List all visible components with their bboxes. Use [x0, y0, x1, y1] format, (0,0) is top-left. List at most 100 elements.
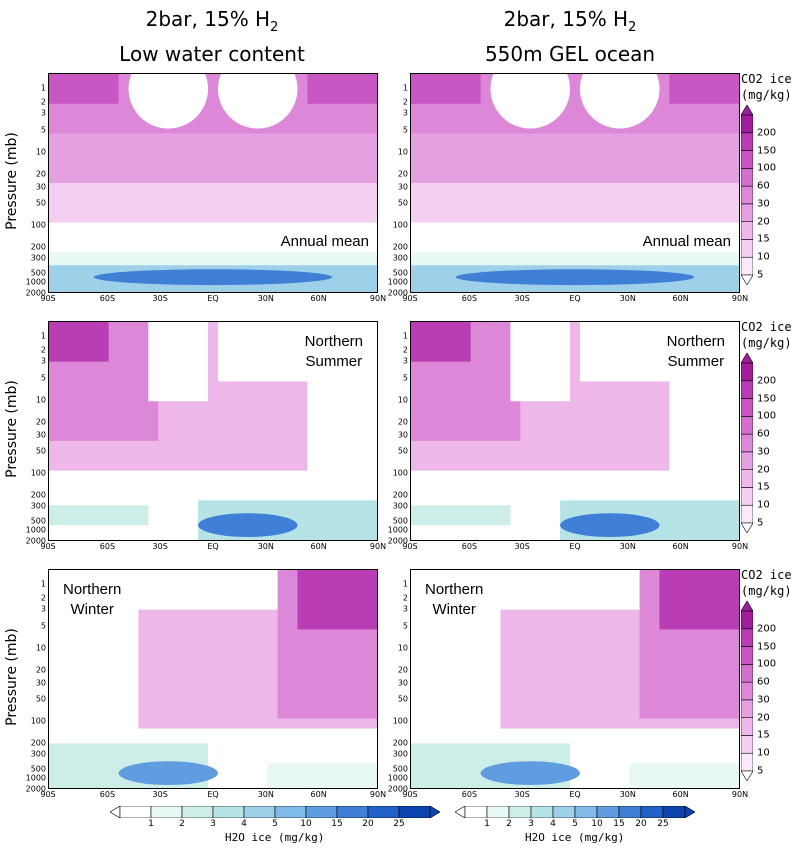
y-tick-label: 3: [40, 356, 46, 366]
colorbar-swatch: [243, 806, 276, 818]
colorbar-swatch: [741, 185, 753, 205]
h2o-colorbar: [110, 806, 440, 818]
colorbar-swatch: [150, 806, 183, 818]
y-tick-label: 50: [397, 694, 408, 704]
colorbar-arrow: [110, 806, 121, 818]
co2-high: [669, 74, 739, 104]
y-tick-label: 300: [30, 749, 46, 759]
y-tick-label: 2000: [387, 536, 408, 546]
y-tick-label: 20: [35, 417, 46, 427]
heatmap-plot: [49, 570, 377, 788]
co2-colorbar-title: CO2 ice (mg/kg): [741, 319, 801, 351]
co2-high: [659, 570, 739, 630]
panel-season-label: Annual mean: [281, 232, 369, 252]
co2-void: [307, 322, 377, 481]
heatmap-plot: [49, 74, 377, 292]
colorbar-swatch: [741, 752, 753, 772]
x-tick-label: 30S: [514, 294, 530, 303]
colorbar-swatch: [596, 806, 620, 818]
h2o-colorbar-title: H2O ice (mg/kg): [525, 831, 625, 844]
h2o-colorbar-label: 10: [300, 819, 312, 829]
h2o-colorbar: [455, 806, 695, 818]
panel-season-label: Northern Winter: [63, 580, 121, 620]
co2-colorbar-label: 5: [757, 269, 764, 281]
column-title-line2: Low water content: [119, 42, 305, 66]
x-tick-label: 90S: [402, 542, 418, 551]
y-tick-label: 300: [392, 501, 408, 511]
h2o-field-base: [411, 505, 511, 526]
y-axis-ticks: 1 2 3 5 10 20 30 50 100 200 300 500 1000 2000: [370, 321, 410, 546]
co2-colorbar-label: 20: [757, 712, 770, 724]
co2-high: [49, 322, 109, 362]
co2-colorbar-title: CO2 ice (mg/kg): [741, 71, 801, 103]
co2-colorbar-label: 5: [757, 765, 764, 777]
y-tick-label: 2000: [387, 784, 408, 794]
colorbar-title-line1: CO2 ice: [741, 568, 792, 582]
y-axis-ticks: 1 2 3 5 10 20 30 50 100 200 300 500 1000 2000: [370, 569, 410, 794]
h2o-colorbar-label: 25: [393, 819, 405, 829]
y-tick-label: 100: [392, 220, 408, 230]
x-tick-label: EQ: [569, 542, 581, 551]
x-tick-label: 60N: [310, 294, 327, 303]
co2-colorbar-label: 5: [757, 517, 764, 529]
h2o-field-core: [455, 269, 695, 286]
x-tick-label: 30N: [619, 294, 636, 303]
y-tick-label: 200: [30, 490, 46, 500]
y-tick-label: 500: [30, 764, 46, 774]
y-tick-label: 2: [402, 593, 408, 603]
y-tick-label: 1: [402, 83, 408, 93]
h2o-colorbar-label: 1: [148, 819, 154, 829]
chart-panel: Northern Summer: [48, 321, 378, 541]
co2-colorbar-label: 20: [757, 216, 770, 228]
co2-colorbar-label: 150: [757, 393, 777, 405]
y-tick-label: 50: [35, 694, 46, 704]
y-tick-label: 20: [35, 665, 46, 675]
y-tick-label: 1: [402, 579, 408, 589]
y-tick-label: 200: [392, 490, 408, 500]
x-tick-label: 30S: [152, 294, 168, 303]
colorbar-swatch: [741, 398, 753, 417]
colorbar-swatch: [305, 806, 338, 818]
colorbar-title-line1: CO2 ice: [741, 320, 792, 334]
y-tick-label: 100: [30, 468, 46, 478]
co2-high: [297, 570, 377, 630]
y-tick-label: 5: [40, 373, 46, 383]
y-tick-label: 10: [35, 147, 46, 157]
y-tick-label: 100: [30, 716, 46, 726]
colorbar-swatch: [486, 806, 510, 818]
co2-colorbar-label: 200: [757, 375, 777, 387]
colorbar-arrow: [741, 770, 753, 781]
heatmap-plot: [411, 74, 739, 292]
x-tick-label: 60S: [99, 790, 116, 799]
panel-season-label: Northern Summer: [667, 332, 725, 372]
colorbar-arrow: [741, 105, 753, 116]
x-tick-label: 60N: [310, 790, 327, 799]
colorbar-arrow: [741, 601, 753, 612]
co2-colorbar-label: 15: [757, 729, 770, 741]
y-tick-label: 500: [392, 764, 408, 774]
x-axis-ticks: 90S 60S 30S EQ 30N 60N 90N: [402, 294, 748, 306]
season-label-text: Annual mean: [642, 233, 731, 250]
co2-colorbar-label: 60: [757, 180, 770, 192]
colorbar-swatch: [741, 717, 753, 736]
h2o-colorbar-title: H2O ice (mg/kg): [225, 831, 325, 844]
colorbar-title-line2: (mg/kg): [741, 336, 792, 350]
h2o-colorbar-label: 10: [591, 819, 603, 829]
colorbar-swatch: [741, 221, 753, 240]
co2-colorbar: [741, 601, 753, 781]
co2-colorbar-label: 10: [757, 747, 770, 759]
column-title-line1: 2bar, 15% H: [503, 7, 629, 31]
colorbar-arrow: [741, 353, 753, 364]
panel-season-label: Northern Winter: [425, 580, 483, 620]
y-tick-label: 2: [40, 345, 46, 355]
y-tick-label: 100: [392, 468, 408, 478]
column-title-line2: 550m GEL ocean: [484, 42, 656, 66]
colorbar-swatch: [741, 168, 753, 187]
x-tick-label: 60S: [461, 294, 478, 303]
season-label-line2: Summer: [305, 353, 363, 370]
y-tick-label: 2: [40, 593, 46, 603]
h2o-colorbar-label: 2: [506, 819, 512, 829]
y-tick-label: 30: [397, 182, 408, 192]
y-tick-label: 2: [40, 97, 46, 107]
h2o-field-core: [480, 761, 580, 786]
